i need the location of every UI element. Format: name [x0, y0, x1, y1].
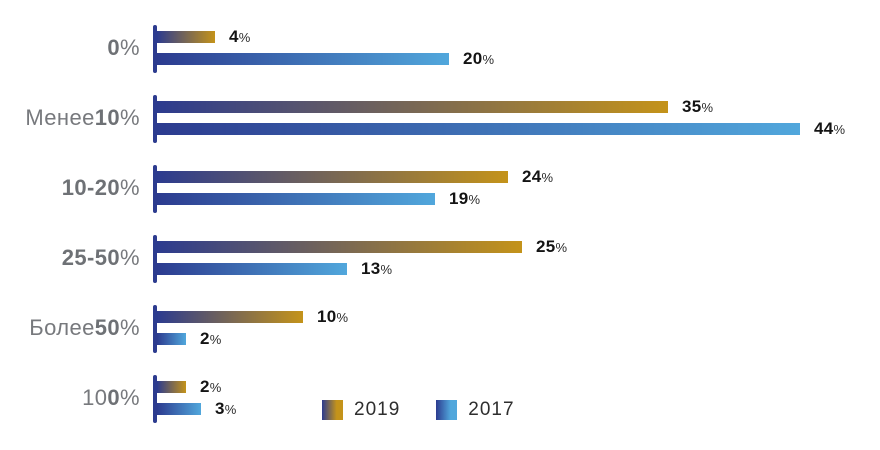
category-label: 0% — [107, 35, 140, 60]
chart-row: Менее 10% 35% 44% — [0, 90, 880, 160]
plot-area: 25% 13% — [140, 230, 880, 300]
bar-line-2019: 25% — [157, 237, 567, 256]
chart-row: 0% 4% 20% — [0, 20, 880, 90]
bar-line-2017: 19% — [157, 189, 480, 208]
chart-row: Более 50% 10% 2% — [0, 300, 880, 370]
bar-2017 — [157, 403, 201, 415]
chart-rows: 0% 4% 20% Менее 10% 35% 44% 10-20% 24% 19% 25-50%… — [0, 20, 880, 440]
bar-line-2019: 24% — [157, 167, 553, 186]
category-label: 10-20% — [61, 175, 140, 200]
value-label: 2% — [200, 329, 222, 348]
bar-line-2017: 20% — [157, 49, 494, 68]
bar-2019 — [157, 381, 186, 393]
axis-tick-line — [153, 375, 157, 423]
bar-line-2019: 35% — [157, 97, 713, 116]
chart-row: 10-20% 24% 19% — [0, 160, 880, 230]
bar-2019 — [157, 101, 668, 113]
plot-area: 35% 44% — [140, 90, 880, 160]
bar-2019 — [157, 31, 215, 43]
bar-line-2017: 44% — [157, 119, 845, 138]
bar-line-2017: 3% — [157, 399, 237, 418]
legend-item-2017: 2017 — [436, 399, 514, 421]
bar-2017 — [157, 333, 186, 345]
category-label: Более 50% — [29, 315, 140, 340]
axis-tick-line — [153, 25, 157, 73]
value-label: 19% — [449, 189, 481, 208]
axis-tick-line — [153, 305, 157, 353]
value-label: 25% — [536, 237, 568, 256]
category-label: 25-50% — [61, 245, 140, 270]
plot-area: 4% 20% — [140, 20, 880, 90]
legend-item-2019: 2019 — [322, 399, 400, 421]
axis-tick-line — [153, 95, 157, 143]
bar-2019 — [157, 311, 303, 323]
bar-2019 — [157, 171, 508, 183]
value-label: 35% — [682, 97, 714, 116]
legend-label-2017: 2017 — [468, 399, 515, 420]
value-label: 10% — [317, 307, 349, 326]
value-label: 4% — [229, 27, 251, 46]
value-label: 2% — [200, 377, 222, 396]
plot-area: 24% 19% — [140, 160, 880, 230]
legend-swatch-2017 — [436, 400, 458, 420]
bar-2017 — [157, 193, 435, 205]
legend-label-2019: 2019 — [354, 399, 401, 420]
value-label: 13% — [361, 259, 393, 278]
bar-2019 — [157, 241, 522, 253]
legend: 2019 2017 — [322, 399, 515, 421]
bar-line-2019: 4% — [157, 27, 251, 46]
bar-line-2019: 2% — [157, 377, 222, 396]
bar-2017 — [157, 263, 347, 275]
plot-area: 10% 2% — [140, 300, 880, 370]
bar-line-2017: 2% — [157, 329, 222, 348]
axis-tick-line — [153, 165, 157, 213]
value-label: 20% — [463, 49, 495, 68]
bar-2017 — [157, 53, 449, 65]
value-label: 44% — [814, 119, 846, 138]
category-label: Менее 10% — [25, 105, 140, 130]
chart-row: 25-50% 25% 13% — [0, 230, 880, 300]
category-label: 10 0% — [82, 385, 140, 410]
axis-tick-line — [153, 235, 157, 283]
bar-line-2019: 10% — [157, 307, 348, 326]
bar-line-2017: 13% — [157, 259, 392, 278]
value-label: 24% — [522, 167, 554, 186]
legend-swatch-2019 — [322, 400, 343, 420]
chart-row: 10 0% 2% 3% — [0, 370, 880, 440]
bar-2017 — [157, 123, 800, 135]
plot-area: 2% 3% — [140, 370, 880, 440]
value-label: 3% — [215, 399, 237, 418]
